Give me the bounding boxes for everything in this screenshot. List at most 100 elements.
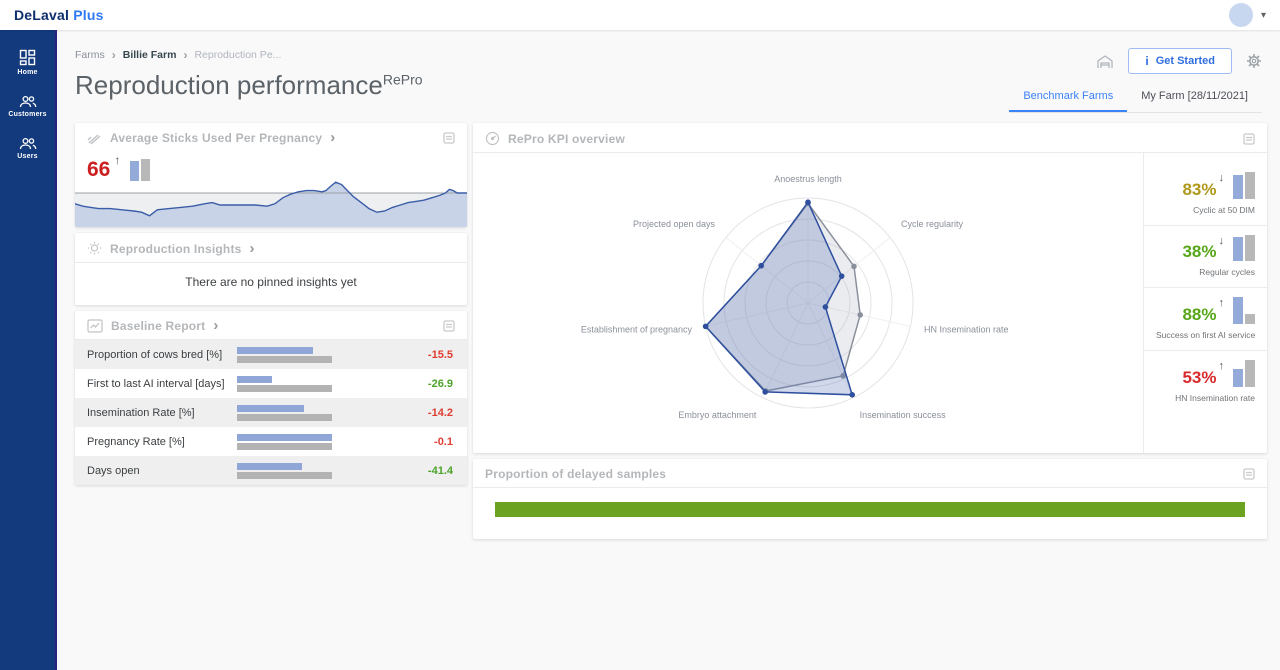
main-content: Farms › Billie Farm › Reproduction Pe... Rep…: [59, 30, 1280, 670]
kpi-item: 83% ↓ Cyclic at 50 DIM: [1144, 163, 1267, 225]
user-avatar[interactable]: [1228, 3, 1253, 27]
baseline-row-bars: [237, 433, 332, 450]
baseline-row-label: Proportion of cows bred [%]: [87, 348, 223, 361]
chevron-right-icon: ›: [249, 239, 255, 257]
kpi-label: Cyclic at 50 DIM: [1193, 205, 1255, 215]
trend-up-icon: ↑: [1218, 297, 1225, 309]
average-sticks-title-link[interactable]: Average Sticks Used Per Pregnancy ›: [87, 129, 336, 146]
sidebar-item-users[interactable]: Users: [0, 128, 55, 170]
radar-axis-label: Anoestrus length: [774, 174, 842, 184]
card-title: Average Sticks Used Per Pregnancy: [110, 131, 323, 145]
baseline-row-label: Insemination Rate [%]: [87, 406, 195, 419]
get-started-button[interactable]: i Get Started: [1128, 48, 1232, 74]
radar-axis-label: Insemination success: [860, 410, 947, 420]
baseline-row-bars: [237, 404, 332, 421]
card-average-sticks: Average Sticks Used Per Pregnancy › 66 ↑: [75, 123, 467, 227]
top-bar: DeLaval Plus ▾: [0, 0, 1280, 30]
farm-vs-benchmark-bars: [1233, 297, 1255, 324]
insights-empty-message: There are no pinned insights yet: [185, 275, 357, 289]
kpi-value: 88%: [1182, 305, 1217, 324]
breadcrumb-separator: ›: [183, 48, 188, 62]
trend-up-icon: ↑: [114, 153, 121, 167]
repro-radar-chart: Anoestrus length Cycle regularity HN Insem…: [581, 174, 1009, 420]
sticks-icon: [87, 132, 102, 145]
line-chart-icon: [87, 319, 103, 333]
farm-vs-benchmark-bars: [1233, 235, 1255, 261]
baseline-row-label: First to last AI interval [days]: [87, 377, 225, 390]
breadcrumb-separator: ›: [111, 48, 116, 62]
card-toggle-icon[interactable]: [443, 132, 455, 144]
kpi-value: 53%: [1182, 368, 1217, 387]
brand-accent: Plus: [73, 7, 104, 23]
baseline-row: Proportion of cows bred [%] -15.5: [75, 340, 467, 369]
page-title: Reproduction performanceRePro: [75, 70, 423, 100]
tab-benchmark-farms[interactable]: Benchmark Farms: [1009, 84, 1128, 112]
card-reproduction-insights: Reproduction Insights › There are no pin…: [75, 233, 467, 305]
baseline-row: Days open -41.4: [75, 456, 467, 485]
baseline-report-table: Proportion of cows bred [%] -15.5 First to…: [75, 340, 467, 485]
chevron-right-icon: ›: [213, 317, 219, 334]
radar-axis-label: Cycle regularity: [901, 219, 964, 229]
kpi-label: Success on first AI service: [1156, 330, 1256, 340]
card-delayed-samples: Proportion of delayed samples: [473, 459, 1267, 539]
gear-icon[interactable]: [1246, 53, 1262, 69]
radar-axis-label: Projected open days: [633, 219, 716, 229]
baseline-row-delta: -15.5: [427, 348, 453, 361]
tab-my-farm-28-11-2021-[interactable]: My Farm [28/11/2021]: [1141, 90, 1248, 102]
view-tabs: Benchmark Farms My Farm [28/11/2021]: [1009, 84, 1262, 113]
dashboard-icon: [19, 49, 36, 66]
card-title: Baseline Report: [111, 319, 206, 333]
farm-icon[interactable]: [1096, 54, 1114, 69]
baseline-row-label: Days open: [87, 464, 140, 477]
sidebar-item-home[interactable]: Home: [0, 40, 55, 86]
baseline-row: Pregnancy Rate [%] -0.1: [75, 427, 467, 456]
kpi-label: HN Insemination rate: [1175, 393, 1255, 403]
kpi-value: 83%: [1182, 180, 1217, 199]
kpi-item: 88% ↑ Success on first AI service: [1144, 287, 1267, 350]
info-icon: i: [1145, 54, 1149, 68]
card-toggle-icon[interactable]: [1243, 468, 1255, 480]
kpi-label: Regular cycles: [1199, 267, 1255, 277]
farm-vs-benchmark-bars: [1233, 360, 1255, 387]
baseline-row-delta: -0.1: [434, 435, 453, 448]
card-title: Proportion of delayed samples: [485, 467, 667, 481]
baseline-title-link[interactable]: Baseline Report ›: [87, 317, 219, 334]
brand-logo[interactable]: DeLaval Plus: [14, 7, 104, 23]
farm-vs-benchmark-bars: [1233, 172, 1255, 199]
baseline-row: Insemination Rate [%] -14.2: [75, 398, 467, 427]
insights-title-link[interactable]: Reproduction Insights ›: [87, 241, 255, 256]
farm-vs-benchmark-bars: [130, 159, 151, 181]
baseline-row-label: Pregnancy Rate [%]: [87, 435, 185, 448]
baseline-row-delta: -41.4: [427, 464, 453, 477]
sidebar-item-customers[interactable]: Customers: [0, 86, 55, 128]
card-toggle-icon[interactable]: [443, 320, 455, 332]
breadcrumb-item: Reproduction Pe...: [194, 49, 282, 61]
kpi-item: 53% ↑ HN Insemination rate: [1144, 350, 1267, 413]
card-title: Reproduction Insights: [110, 241, 242, 256]
sidebar-item-label: Users: [17, 153, 38, 160]
gauge-icon: [485, 131, 500, 146]
chevron-down-icon[interactable]: ▾: [1260, 9, 1266, 21]
trend-down-icon: ↓: [1218, 235, 1225, 247]
people-icon: [19, 95, 37, 108]
card-repro-kpi-overview: RePro KPI overview Anoestrus length Cycle…: [473, 123, 1267, 453]
breadcrumb-item[interactable]: Billie Farm: [122, 49, 177, 61]
card-toggle-icon[interactable]: [1243, 132, 1255, 145]
delayed-samples-title: Proportion of delayed samples: [485, 467, 666, 481]
radar-axis-label: Establishment of pregnancy: [581, 325, 693, 335]
baseline-row-delta: -14.2: [427, 406, 453, 419]
kpi-value: 38%: [1182, 242, 1217, 261]
brand-primary: DeLaval: [14, 7, 70, 23]
kpi-overview-title: RePro KPI overview: [485, 131, 625, 146]
sticks-sparkline-chart: [75, 181, 467, 227]
baseline-row-bars: [237, 375, 332, 392]
breadcrumb-item[interactable]: Farms: [75, 49, 105, 61]
chevron-right-icon: ›: [330, 129, 336, 146]
kpi-summary-list: 83% ↓ Cyclic at 50 DIM 38% ↓ Regular cycles 88…: [1143, 153, 1267, 453]
people-icon: [19, 137, 37, 150]
baseline-row: First to last AI interval [days] -26.9: [75, 369, 467, 398]
page-title-superscript: RePro: [382, 71, 423, 88]
trend-up-icon: ↑: [1218, 360, 1225, 372]
radar-axis-label: Embryo attachment: [678, 410, 757, 420]
breadcrumb: Farms › Billie Farm › Reproduction Pe...: [75, 48, 423, 62]
